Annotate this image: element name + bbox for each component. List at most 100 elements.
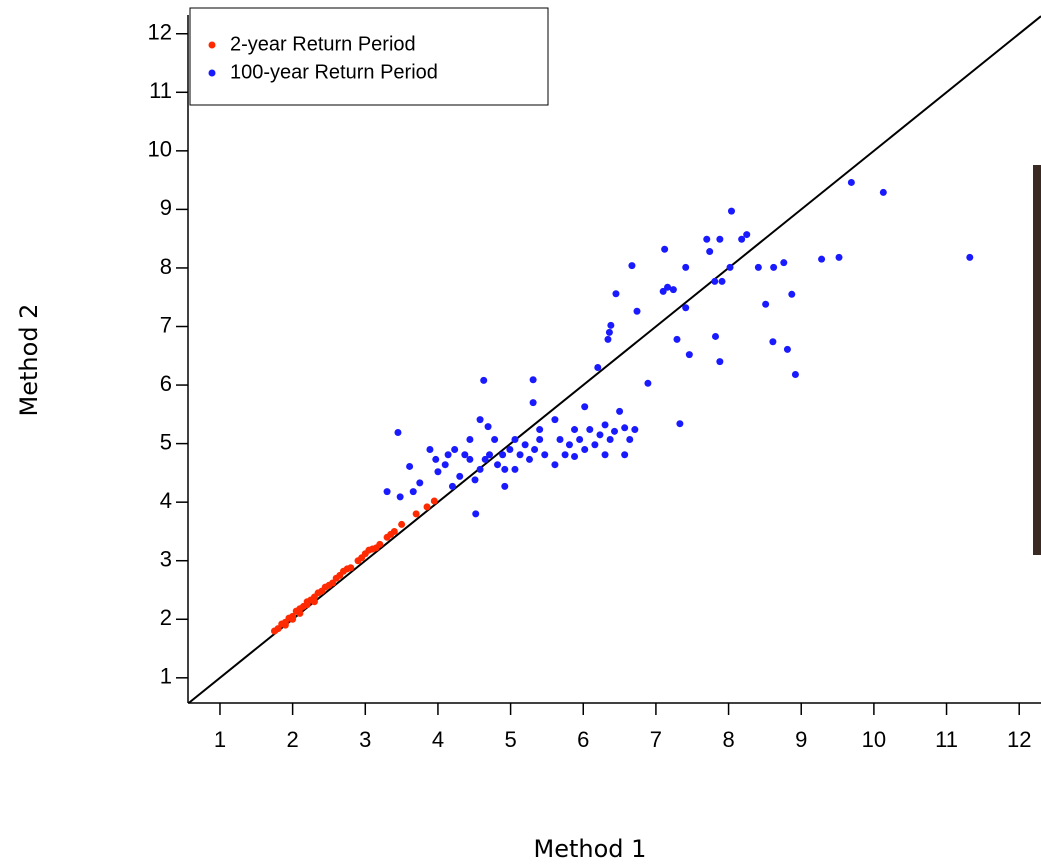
point bbox=[847, 178, 855, 186]
photo-fragment bbox=[1033, 165, 1041, 555]
point bbox=[529, 376, 537, 384]
point bbox=[499, 451, 507, 459]
point bbox=[416, 479, 424, 487]
point bbox=[706, 248, 714, 256]
legend-marker bbox=[208, 69, 216, 77]
point bbox=[783, 345, 791, 353]
x-tick-label: 1 bbox=[214, 727, 226, 752]
x-tick-label: 9 bbox=[795, 727, 807, 752]
point bbox=[536, 436, 544, 444]
point bbox=[606, 436, 614, 444]
point bbox=[551, 416, 559, 424]
y-axis-title: Method 2 bbox=[15, 304, 43, 417]
point bbox=[511, 436, 519, 444]
point bbox=[612, 290, 620, 298]
x-tick-label: 3 bbox=[359, 727, 371, 752]
point bbox=[396, 493, 404, 501]
point bbox=[594, 363, 602, 371]
y-tick-label: 12 bbox=[148, 20, 172, 45]
point bbox=[406, 462, 414, 470]
point bbox=[561, 451, 569, 459]
point bbox=[430, 497, 438, 505]
point bbox=[835, 253, 843, 261]
point bbox=[676, 420, 684, 428]
point bbox=[501, 465, 509, 473]
point bbox=[770, 263, 778, 271]
point bbox=[426, 445, 434, 453]
point bbox=[390, 527, 398, 535]
point bbox=[605, 328, 613, 336]
point bbox=[571, 426, 579, 434]
point bbox=[611, 427, 618, 435]
point bbox=[461, 451, 469, 459]
point bbox=[586, 426, 594, 434]
point bbox=[480, 376, 488, 384]
point bbox=[466, 455, 474, 463]
y-tick-label: 5 bbox=[160, 429, 172, 454]
point bbox=[501, 482, 509, 490]
y-tick-label: 10 bbox=[148, 137, 172, 162]
legend-box bbox=[189, 7, 549, 106]
point bbox=[511, 465, 519, 473]
point bbox=[607, 321, 615, 329]
point bbox=[506, 445, 514, 453]
point bbox=[476, 465, 484, 473]
point bbox=[289, 615, 297, 623]
point bbox=[516, 451, 524, 459]
x-tick-label: 2 bbox=[287, 727, 299, 752]
point bbox=[398, 520, 406, 528]
point bbox=[491, 436, 499, 444]
y-tick-label: 3 bbox=[160, 547, 172, 572]
point bbox=[494, 461, 502, 469]
point bbox=[664, 283, 672, 291]
point bbox=[486, 451, 494, 459]
point bbox=[685, 351, 693, 359]
point bbox=[631, 426, 639, 434]
point bbox=[529, 399, 537, 407]
point bbox=[556, 436, 564, 444]
point bbox=[644, 379, 652, 387]
point bbox=[791, 371, 799, 379]
point bbox=[716, 235, 724, 243]
x-tick-label: 7 bbox=[650, 727, 662, 752]
point bbox=[591, 441, 599, 449]
point bbox=[412, 510, 420, 518]
point bbox=[716, 358, 724, 366]
legend-label: 2-year Return Period bbox=[230, 33, 416, 55]
point bbox=[451, 445, 459, 453]
point bbox=[659, 287, 667, 295]
point bbox=[673, 335, 681, 343]
point bbox=[626, 436, 634, 444]
point bbox=[718, 277, 726, 285]
point bbox=[432, 455, 440, 463]
point bbox=[682, 263, 690, 271]
point bbox=[471, 476, 479, 484]
point bbox=[565, 441, 573, 449]
point bbox=[281, 621, 289, 629]
point bbox=[576, 436, 584, 444]
x-tick-label: 8 bbox=[722, 727, 734, 752]
point bbox=[621, 451, 629, 459]
point bbox=[383, 488, 391, 496]
point bbox=[621, 424, 629, 432]
point bbox=[536, 426, 544, 434]
point bbox=[604, 335, 612, 343]
point bbox=[762, 300, 770, 308]
point bbox=[466, 436, 474, 444]
y-tick-label: 8 bbox=[160, 254, 172, 279]
x-tick-label: 10 bbox=[862, 727, 886, 752]
x-tick-label: 5 bbox=[504, 727, 516, 752]
point bbox=[310, 598, 318, 606]
point bbox=[633, 307, 641, 315]
point bbox=[472, 510, 480, 518]
point bbox=[596, 431, 604, 439]
x-tick-label: 6 bbox=[577, 727, 589, 752]
point bbox=[711, 332, 719, 340]
point bbox=[376, 540, 384, 548]
y-tick-label: 7 bbox=[160, 312, 172, 337]
point bbox=[441, 461, 449, 469]
point bbox=[456, 472, 464, 480]
y-tick-label: 11 bbox=[149, 78, 172, 103]
y-tick-label: 9 bbox=[160, 195, 172, 220]
